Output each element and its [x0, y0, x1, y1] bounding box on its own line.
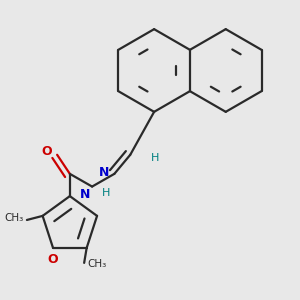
- Text: H: H: [151, 153, 159, 163]
- Text: H: H: [102, 188, 111, 198]
- Text: N: N: [99, 166, 110, 179]
- Text: CH₃: CH₃: [87, 260, 106, 269]
- Text: N: N: [80, 188, 91, 201]
- Text: O: O: [48, 253, 58, 266]
- Text: CH₃: CH₃: [4, 213, 24, 224]
- Text: O: O: [42, 145, 52, 158]
